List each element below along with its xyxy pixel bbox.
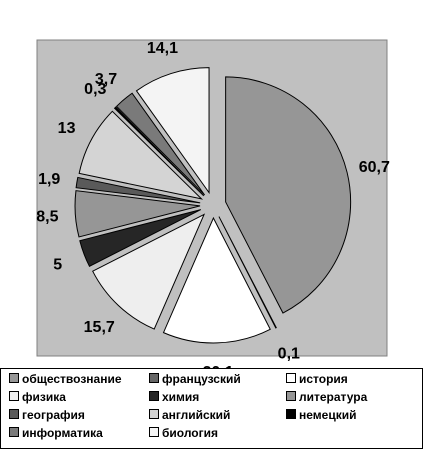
data-label-физика: 15,7 bbox=[84, 319, 115, 336]
pie-slice-обществознание bbox=[225, 76, 352, 314]
data-label-информатика: 3,7 bbox=[95, 71, 117, 88]
pie-slice-биология bbox=[135, 67, 210, 195]
legend-label: физика bbox=[22, 390, 66, 404]
pie-slice-география bbox=[75, 176, 201, 204]
legend-item-биология: биология bbox=[149, 427, 218, 440]
legend-swatch bbox=[9, 427, 19, 437]
legend-label: информатика bbox=[22, 426, 103, 440]
legend-swatch bbox=[9, 373, 19, 383]
pie-slice-немецкий bbox=[113, 106, 205, 197]
legend-label: биология bbox=[162, 426, 218, 440]
pie-slice-физика bbox=[92, 213, 206, 330]
legend-item-французский: французский bbox=[149, 373, 241, 386]
legend-label: английский bbox=[162, 408, 231, 422]
legend-label: французский bbox=[162, 372, 241, 386]
legend-item-обществознание: обществознание bbox=[9, 373, 122, 386]
pie-slice-французский bbox=[218, 216, 277, 329]
legend-item-химия: химия bbox=[149, 391, 199, 404]
chart-legend: обществознание французский история физика хи… bbox=[0, 368, 423, 449]
legend-swatch bbox=[149, 391, 159, 401]
legend-swatch bbox=[149, 409, 159, 419]
legend-item-география: география bbox=[9, 409, 85, 422]
data-label-литература: 8,5 bbox=[36, 209, 58, 226]
data-label-химия: 5 bbox=[53, 257, 62, 274]
legend-label: литература bbox=[299, 390, 368, 404]
pie-slice-история bbox=[162, 216, 271, 344]
pie-slice-литература bbox=[74, 190, 201, 238]
legend-item-информатика: информатика bbox=[9, 427, 103, 440]
legend-item-английский: английский bbox=[149, 409, 230, 422]
legend-swatch bbox=[149, 427, 159, 437]
legend-label: история bbox=[299, 372, 348, 386]
legend-swatch bbox=[9, 391, 19, 401]
legend-swatch bbox=[149, 373, 159, 383]
legend-swatch bbox=[286, 391, 296, 401]
pie-slices bbox=[74, 67, 352, 344]
legend-label: химия bbox=[162, 390, 200, 404]
pie-slice-информатика bbox=[115, 92, 206, 196]
data-label-обществознание: 60,7 bbox=[359, 159, 390, 176]
pie-slice-химия bbox=[79, 209, 202, 267]
legend-label: география bbox=[22, 408, 85, 422]
legend-item-физика: физика bbox=[9, 391, 66, 404]
legend-label: немецкий bbox=[299, 408, 357, 422]
data-label-география: 1,9 bbox=[38, 171, 60, 188]
data-label-немецкий: 0,3 bbox=[84, 81, 106, 98]
legend-swatch bbox=[286, 409, 296, 419]
legend-label: обществознание bbox=[22, 372, 122, 386]
data-label-английский: 13 bbox=[58, 120, 76, 137]
pie-slice-английский bbox=[78, 110, 204, 200]
legend-item-литература: литература bbox=[286, 391, 367, 404]
data-label-французский: 0,1 bbox=[278, 346, 300, 363]
legend-item-история: история bbox=[286, 373, 348, 386]
data-label-биология: 14,1 bbox=[147, 40, 178, 57]
legend-swatch bbox=[286, 373, 296, 383]
legend-item-немецкий: немецкий bbox=[286, 409, 356, 422]
legend-swatch bbox=[9, 409, 19, 419]
